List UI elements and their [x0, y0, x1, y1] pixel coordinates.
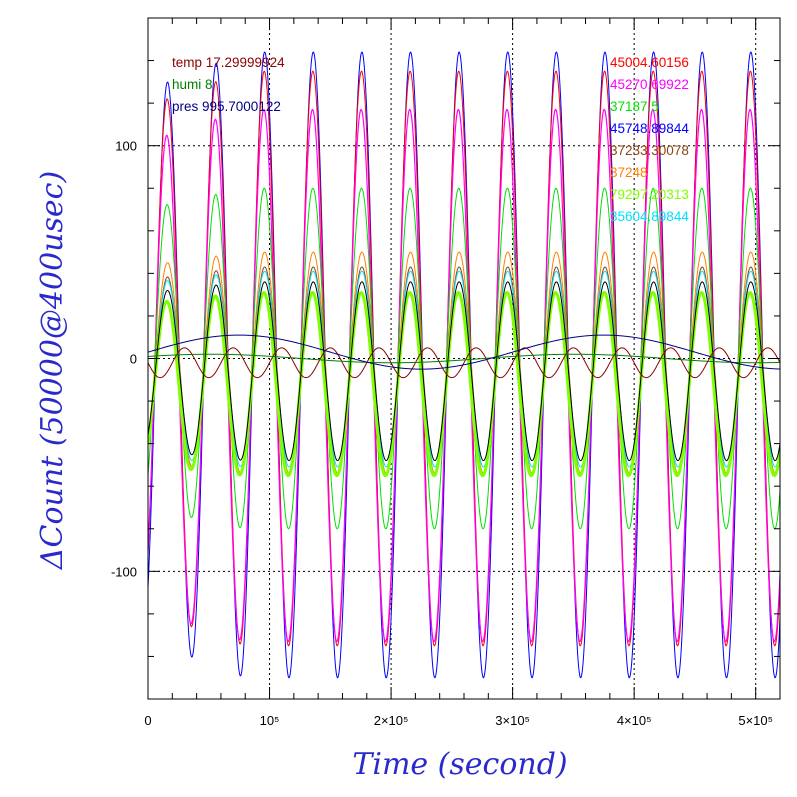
- legend-right-entry-5: 37248: [610, 165, 648, 180]
- legend-left-entry-0: temp 17.29999924: [172, 55, 285, 70]
- axis-ticks: [148, 18, 780, 699]
- x-axis-title: Time (second): [352, 747, 567, 782]
- series-line-8: [148, 281, 780, 462]
- environment-line-humi: [148, 353, 780, 364]
- series-layer: [148, 51, 780, 679]
- environment-line-temp: [148, 347, 780, 379]
- x-tick-labels: 0 10⁵ 2×10⁵ 3×10⁵ 4×10⁵ 5×10⁵: [144, 713, 773, 728]
- series-line-3: [148, 187, 780, 530]
- legend-right-entry-6: 79297.20313: [610, 187, 689, 202]
- legend-right-entry-1: 45270.69922: [610, 77, 689, 92]
- x-tick-label-0: 0: [144, 713, 151, 728]
- legend-right-entry-2: 37187.5: [610, 99, 659, 114]
- legend-right: 45004.60156 45270.69922 37187.5 45748.89844…: [610, 55, 689, 224]
- x-tick-label-2: 2×10⁵: [374, 713, 409, 728]
- series-line-2: [148, 108, 780, 643]
- environment-line-pres: [148, 334, 780, 370]
- legend-left-entry-1: humi 8: [172, 77, 213, 92]
- y-axis-title: ΔCount (50000@400usec): [35, 171, 70, 570]
- legend-left-entry-2: pres 995.7000122: [172, 99, 281, 114]
- y-tick-label-0: -100: [111, 564, 137, 579]
- legend-left: temp 17.29999924 humi 8 pres 995.7000122: [172, 55, 285, 114]
- y-tick-labels: -100 0 100: [111, 139, 137, 580]
- legend-right-entry-4: 37233.30078: [610, 143, 689, 158]
- legend-right-entry-0: 45004.60156: [610, 55, 689, 70]
- x-tick-label-3: 3×10⁵: [495, 713, 530, 728]
- y-tick-label-2: 100: [115, 139, 137, 154]
- legend-right-entry-7: 35604.89844: [610, 209, 689, 224]
- legend-right-entry-3: 45748.89844: [610, 121, 689, 136]
- x-tick-label-5: 5×10⁵: [738, 713, 773, 728]
- x-tick-label-1: 10⁵: [260, 713, 280, 728]
- x-tick-label-4: 4×10⁵: [617, 713, 652, 728]
- y-tick-label-1: 0: [130, 352, 137, 367]
